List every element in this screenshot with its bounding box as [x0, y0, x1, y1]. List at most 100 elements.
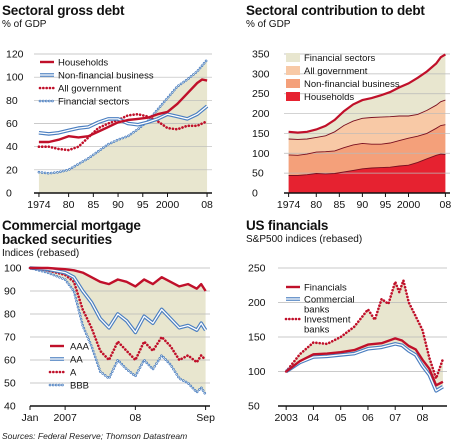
- panel-sectoral-gross-debt: Sectoral gross debt % of GDP 0 20 40 60 80 10…: [0, 0, 232, 215]
- shaded-area: [286, 280, 443, 391]
- x-tick-label: 08: [130, 412, 142, 424]
- y-tick-label: 200: [252, 108, 270, 120]
- legend-label: Non-financial business: [304, 79, 400, 90]
- area-financial-sectors: [288, 54, 446, 140]
- area-all-government: [288, 100, 446, 156]
- chart-title: Commercial mortgage backed securities: [2, 218, 141, 247]
- y-tick-label: 150: [248, 332, 266, 344]
- source-note: Sources: Federal Reserve; Thomson Datast…: [2, 431, 188, 441]
- y-tick-label: 40: [4, 401, 16, 413]
- shaded-area: [38, 59, 208, 193]
- legend-label: AA: [70, 355, 83, 366]
- chart-ylabel: % of GDP: [246, 19, 291, 30]
- legend-swatch: [286, 79, 300, 88]
- y-tick-label: 20: [6, 164, 18, 176]
- legend-label: Households: [304, 92, 354, 103]
- x-tick-label: Sep: [196, 412, 215, 424]
- legend-swatch: [286, 92, 300, 101]
- x-tick-label: 80: [63, 199, 75, 211]
- area-boundary: [288, 53, 446, 134]
- chart-title: Sectoral gross debt: [2, 3, 125, 18]
- series-line-inner: [38, 59, 208, 174]
- chart-ylabel: S&P500 indices (rebased): [246, 234, 363, 245]
- series-line: [284, 275, 445, 383]
- y-tick-label: 50: [4, 378, 16, 390]
- y-tick-label: 100: [248, 366, 266, 378]
- x-tick-label: Jan: [22, 412, 39, 424]
- y-tick-label: 50: [248, 401, 260, 413]
- series-line-inner: [29, 267, 207, 395]
- chart-title: US financials: [246, 218, 329, 233]
- x-tick-label: 1974: [277, 199, 301, 211]
- x-tick-label: 1974: [27, 199, 51, 211]
- x-tick-label: 85: [87, 199, 99, 211]
- y-tick-label: 250: [252, 88, 270, 100]
- y-tick-label: 60: [4, 355, 16, 367]
- y-tick-label: 0: [6, 188, 12, 200]
- shaded-area: [30, 268, 206, 395]
- x-tick-label: 04: [308, 412, 320, 424]
- x-tick-label: 2003: [274, 412, 298, 424]
- x-tick-label: 08: [201, 199, 213, 211]
- series-line: [37, 112, 209, 152]
- series-line-inner: [285, 343, 444, 392]
- x-tick-label: 05: [335, 412, 347, 424]
- series-line: [38, 78, 208, 144]
- series-line: [285, 337, 444, 387]
- series-line-inner: [29, 267, 207, 334]
- x-tick-label: 08: [440, 199, 452, 211]
- legend-swatch: [286, 66, 300, 75]
- panel-cmbs: Commercial mortgage backed securities In…: [0, 215, 232, 430]
- area-non-financial-business: [288, 124, 446, 176]
- legend-label: All government: [304, 66, 368, 77]
- y-tick-label: 150: [252, 128, 270, 140]
- legend-label: All government: [58, 84, 122, 95]
- legend-label: AAA: [70, 342, 90, 353]
- x-tick-label: 95: [380, 199, 392, 211]
- legend-label: banks: [304, 305, 330, 316]
- series-line: [30, 266, 207, 292]
- legend-label: Investment: [304, 315, 351, 326]
- y-tick-label: 80: [4, 309, 16, 321]
- legend-label: Financial sectors: [58, 97, 130, 108]
- y-tick-label: 100: [4, 263, 22, 275]
- panel-us-financials: US financials S&P500 indices (rebased) 5…: [242, 215, 467, 430]
- area-boundary: [288, 124, 446, 156]
- x-tick-label: 90: [112, 199, 124, 211]
- x-tick-label: 08: [417, 412, 429, 424]
- x-tick-label: 07: [389, 412, 401, 424]
- y-tick-label: 80: [6, 95, 18, 107]
- x-tick-label: 95: [137, 199, 149, 211]
- y-tick-label: 100: [252, 148, 270, 160]
- y-tick-label: 50: [252, 168, 264, 180]
- chart-sectoral-gross-debt: 0 20 40 60 80 100 120 1974 80 85 90 95 2000 08 Househo…: [6, 49, 213, 212]
- y-tick-label: 120: [6, 49, 24, 61]
- y-tick-label: 40: [6, 141, 18, 153]
- y-tick-label: 60: [6, 118, 18, 130]
- x-tick-label: 06: [362, 412, 374, 424]
- legend-label: Financial sectors: [304, 53, 376, 64]
- y-tick-label: 0: [252, 188, 258, 200]
- y-tick-label: 300: [252, 68, 270, 80]
- legend-label: Non-financial business: [58, 71, 154, 82]
- y-tick-label: 90: [4, 286, 16, 298]
- legend-label: BBB: [70, 381, 89, 392]
- panel-sectoral-contribution: Sectoral contribution to debt % of GDP 0…: [242, 0, 467, 215]
- x-tick-label: 90: [357, 199, 369, 211]
- series-line: [28, 266, 207, 365]
- chart-sectoral-contribution: 0 50 100 150 200 250 300 350 1974 80 85 90 95 2000 08 F…: [252, 49, 452, 212]
- x-tick-label: 2000: [397, 199, 421, 211]
- legend-label: Commercial: [304, 295, 355, 306]
- x-tick-label: 80: [310, 199, 322, 211]
- y-tick-label: 350: [252, 49, 270, 61]
- chart-ylabel: % of GDP: [2, 19, 47, 30]
- area-boundary: [288, 153, 446, 176]
- x-tick-label: 2000: [156, 199, 180, 211]
- x-tick-label: 85: [333, 199, 345, 211]
- chart-ylabel: Indices (rebased): [2, 248, 80, 259]
- area-boundary: [288, 99, 446, 140]
- legend-label: Financials: [304, 283, 347, 294]
- chart-title: Sectoral contribution to debt: [246, 3, 425, 18]
- legend-label: A: [70, 368, 77, 379]
